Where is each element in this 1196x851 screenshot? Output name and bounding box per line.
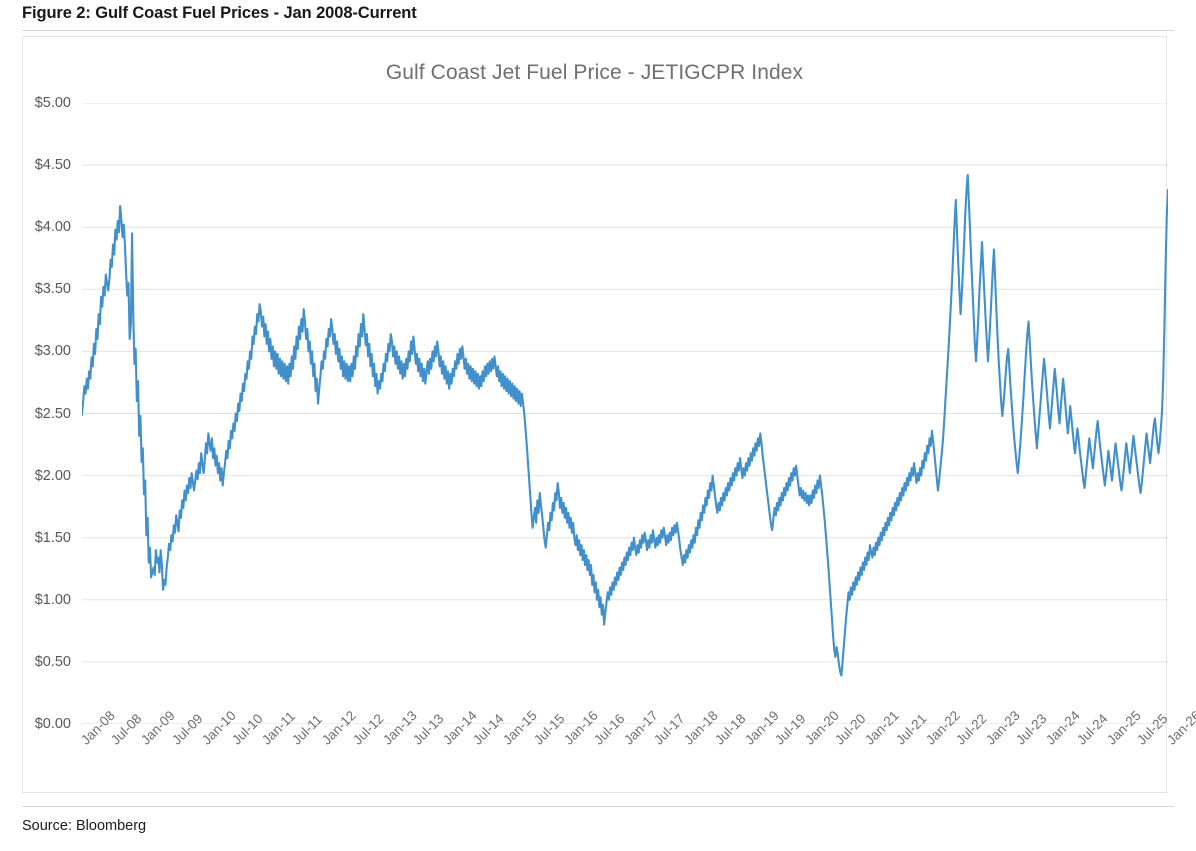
y-axis-tick-label: $5.00 [34,95,71,111]
chart-container: Gulf Coast Jet Fuel Price - JETIGCPR Ind… [22,36,1196,793]
series-line-jetigcpr [82,173,1168,677]
y-axis-tick-label: $2.50 [34,405,71,422]
plot-area [82,103,1168,724]
y-axis-tick-label: $1.00 [34,591,71,608]
y-axis-tick-label: $0.50 [34,653,71,670]
header-divider [22,30,1174,31]
y-axis-tick-label: $4.50 [34,157,71,174]
y-axis-tick-label: $2.00 [34,467,71,484]
gridlines [82,103,1168,724]
y-axis-tick-label: $1.50 [34,529,71,546]
chart-title: Gulf Coast Jet Fuel Price - JETIGCPR Ind… [385,61,804,84]
figure-caption: Figure 2: Gulf Coast Fuel Prices - Jan 2… [22,4,417,22]
y-axis-tick-label: $4.00 [34,219,71,236]
x-axis-labels: Jan-08 Jul-08 Jan-09 Jul-09 Jan-10 Jul-10 Jan-… [78,708,1196,789]
footer-divider [22,806,1174,807]
line-chart-svg [82,103,1168,724]
y-axis-tick-label: $0.00 [34,716,71,732]
y-axis-tick-label: $3.50 [34,281,71,298]
x-axis-tick-label: Jan-26 [1164,707,1196,748]
y-axis-labels: $0.00 $0.50 $1.00 $1.50 $2.00 $2.50 $3.00 $3.50… [23,95,79,732]
y-axis-tick-label: $3.00 [34,343,71,360]
source-note: Source: Bloomberg [22,818,147,834]
